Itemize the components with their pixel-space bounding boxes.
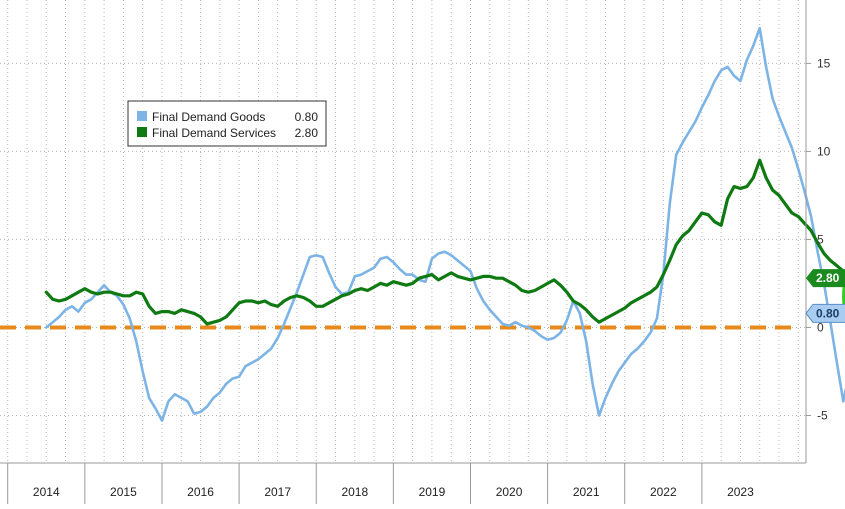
- y-tick-label: -5: [817, 408, 828, 422]
- legend-swatch-services: [137, 127, 147, 137]
- legend-swatch-goods: [137, 111, 147, 121]
- y-tick-label: 0: [817, 320, 824, 334]
- x-year-label: 2014: [33, 485, 60, 499]
- x-axis-year-labels: 2014 2015 2016 2017 2018 2019 2020 2021 2022 2023: [33, 485, 754, 499]
- x-year-label: 2016: [187, 485, 214, 499]
- x-year-label: 2019: [419, 485, 446, 499]
- legend-box: [127, 100, 327, 147]
- legend-label-services: Final Demand Services: [152, 126, 276, 140]
- services-last-value-tag: 2.80: [806, 269, 845, 288]
- x-year-label: 2015: [110, 485, 137, 499]
- y-tick-label: 15: [817, 56, 831, 70]
- x-year-label: 2022: [650, 485, 677, 499]
- goods-tag-value: 0.80: [816, 306, 840, 320]
- goods-last-value-tag: 0.80: [805, 303, 845, 323]
- x-year-label: 2023: [727, 485, 754, 499]
- series-line-services: [44, 158, 845, 326]
- year-separators: [7, 463, 703, 504]
- x-year-label: 2020: [496, 485, 523, 499]
- highlight-ellipse: [842, 275, 845, 318]
- series-line-goods: [45, 26, 845, 422]
- grid: [0, 0, 806, 463]
- x-year-label: 2017: [264, 485, 291, 499]
- services-tag-value: 2.80: [816, 271, 840, 285]
- services-tag-shape: [806, 269, 845, 288]
- legend-label-goods: Final Demand Goods: [152, 110, 265, 124]
- y-axis-ticks: -5 0 5 10 15: [806, 56, 831, 422]
- legend-value-goods: 0.80: [295, 110, 319, 124]
- legend-value-services: 2.80: [295, 126, 319, 140]
- x-year-label: 2018: [341, 485, 368, 499]
- legend: Final Demand Goods 0.80 Final Demand Ser…: [127, 100, 327, 147]
- y-tick-label: 10: [817, 144, 831, 158]
- goods-tag-shape: [805, 303, 845, 323]
- x-year-label: 2021: [573, 485, 600, 499]
- series-layer: [44, 26, 845, 422]
- y-tick-label: 5: [817, 232, 824, 246]
